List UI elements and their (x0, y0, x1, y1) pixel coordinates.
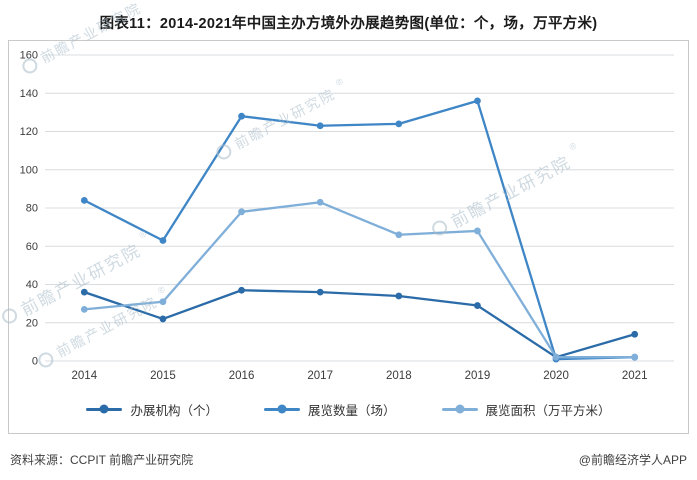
series-line (83, 201, 636, 359)
y-axis-tick-label: 80 (26, 203, 38, 215)
legend-dot-icon (455, 404, 464, 414)
brand-text: @前瞻经济学人APP (578, 453, 687, 467)
data-point (80, 288, 88, 296)
x-axis-tick-label: 2015 (150, 370, 176, 382)
x-axis-tick-label: 2019 (465, 370, 491, 382)
data-point (316, 198, 324, 206)
data-point (238, 208, 245, 216)
data-point (159, 298, 167, 306)
data-point (80, 196, 88, 204)
data-point (474, 97, 481, 105)
y-axis-tick-label: 40 (26, 279, 38, 291)
legend-line-marker-icon (441, 404, 478, 414)
data-point (395, 292, 403, 300)
data-point (316, 288, 324, 296)
source-text: 资料来源：CCPIT 前瞻产业研究院 (10, 453, 194, 467)
y-axis-tick-label: 140 (20, 88, 38, 100)
data-point (474, 227, 481, 235)
y-axis-tick-label: 100 (20, 164, 38, 176)
data-point (631, 330, 639, 338)
legend-label: 展览数量（场） (307, 403, 396, 418)
data-point (238, 286, 245, 294)
data-point (159, 315, 167, 323)
legend-dot-icon (99, 404, 109, 414)
chart-container: 0 20 40 60 80 100 120 140 160 2014 2015 2016 2017 201… (0, 0, 689, 434)
series-line (83, 99, 636, 361)
legend-item: 办展机构（个） (86, 400, 218, 419)
legend-label: 展览面积（万平方米） (485, 403, 611, 418)
legend-line-marker-icon (263, 404, 300, 414)
footer: 资料来源：CCPIT 前瞻产业研究院 @前瞻经济学人APP (10, 451, 687, 468)
x-axis-tick-label: 2014 (72, 370, 98, 382)
data-point (395, 120, 403, 128)
y-axis-tick-label: 120 (20, 126, 38, 138)
legend-line-marker-icon (86, 404, 123, 414)
y-axis-tick-label: 0 (32, 356, 38, 368)
x-axis-tick-label: 2017 (307, 370, 333, 382)
data-point (631, 353, 639, 361)
legend-label: 办展机构（个） (130, 403, 218, 418)
registered-mark-icon: ® (140, 0, 152, 2)
data-point (159, 237, 167, 244)
series-line (83, 289, 636, 359)
y-axis-tick-label: 60 (26, 241, 38, 253)
x-axis-tick-label: 2021 (622, 370, 648, 382)
y-axis-tick-label: 160 (20, 50, 38, 62)
data-point (474, 302, 481, 309)
legend-dot-icon (277, 404, 287, 414)
line-chart: 0 20 40 60 80 100 120 140 160 2014 2015 2016 2017 201… (20, 50, 674, 382)
legend-item: 展览数量（场） (263, 400, 396, 419)
data-point (316, 122, 324, 130)
chart-legend: 办展机构（个） 展览数量（场） 展览面积（万平方米） (9, 389, 688, 429)
x-axis-tick-label: 2018 (386, 370, 412, 382)
data-point (552, 353, 560, 361)
data-point (80, 305, 88, 313)
x-axis-tick-label: 2016 (229, 370, 255, 382)
x-axis-tick-label: 2020 (543, 370, 569, 382)
data-point (238, 112, 245, 120)
y-axis-tick-label: 20 (26, 317, 38, 329)
data-point (395, 231, 403, 239)
legend-item: 展览面积（万平方米） (441, 400, 611, 419)
page-title: 图表11：2014-2021年中国主办方境外办展趋势图(单位：个，场，万平方米) (99, 16, 598, 32)
